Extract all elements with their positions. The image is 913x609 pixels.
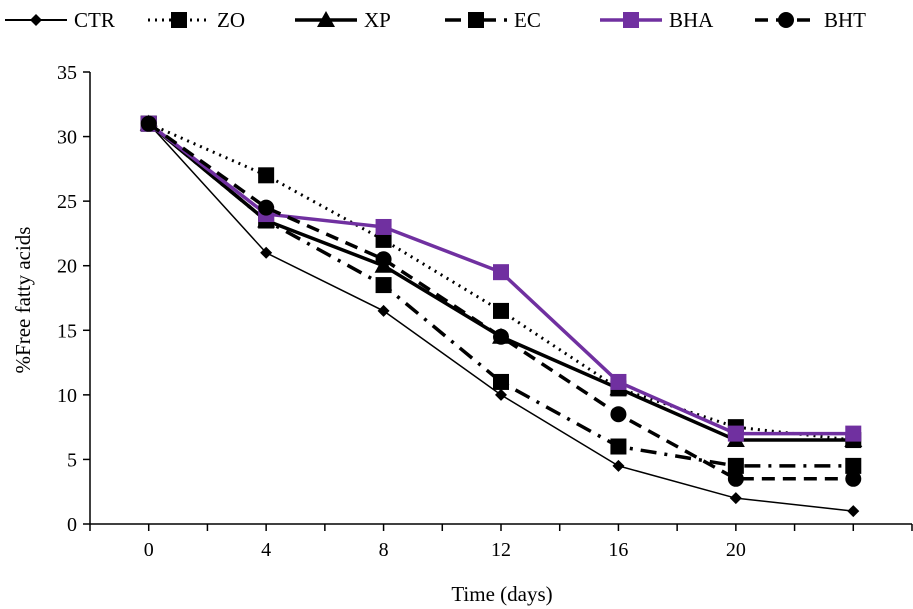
y-tick-label: 5 xyxy=(67,449,77,471)
legend-marker-zo xyxy=(171,12,187,28)
x-tick-label: 0 xyxy=(144,539,154,561)
data-point-ctr xyxy=(847,505,859,517)
y-axis-title: %Free fatty acids xyxy=(11,227,35,374)
legend-label-xp: XP xyxy=(364,8,391,32)
x-tick-label: 12 xyxy=(491,539,511,561)
y-tick-label: 15 xyxy=(57,320,77,342)
data-point-bha xyxy=(610,374,626,390)
data-point-bha xyxy=(376,219,392,235)
legend-item-bha: BHA xyxy=(600,8,714,32)
data-point-ctr xyxy=(730,492,742,504)
data-point-bha xyxy=(845,426,861,442)
data-point-ctr xyxy=(495,389,507,401)
data-point-bht xyxy=(610,406,626,422)
data-point-ec xyxy=(493,374,509,390)
series-bht xyxy=(141,116,862,487)
data-point-bha xyxy=(493,264,509,280)
legend-label-bha: BHA xyxy=(669,8,714,32)
legend-marker-ctr xyxy=(30,14,42,26)
y-tick-label: 20 xyxy=(57,256,77,278)
data-point-bha xyxy=(728,426,744,442)
legend-marker-ec xyxy=(468,12,484,28)
x-tick-label: 20 xyxy=(726,539,746,561)
data-point-bht xyxy=(376,251,392,267)
legend-marker-bha xyxy=(623,12,639,28)
y-tick-label: 0 xyxy=(67,514,77,536)
data-point-ctr xyxy=(378,305,390,317)
data-point-ec xyxy=(610,439,626,455)
legend-label-zo: ZO xyxy=(217,8,245,32)
legend-label-bht: BHT xyxy=(824,8,866,32)
legend-label-ec: EC xyxy=(514,8,541,32)
legend-item-ec: EC xyxy=(445,8,541,32)
y-tick-label: 10 xyxy=(57,385,77,407)
y-tick-label: 30 xyxy=(57,127,77,149)
data-point-bht xyxy=(258,200,274,216)
series-ec xyxy=(141,116,862,474)
y-tick-label: 35 xyxy=(57,62,77,84)
legend-label-ctr: CTR xyxy=(74,8,115,32)
x-axis-title: Time (days) xyxy=(451,582,552,606)
legend-item-bht: BHT xyxy=(755,8,866,32)
legend: CTR ZO XP EC BHA BHT xyxy=(5,8,866,32)
y-tick-label: 25 xyxy=(57,191,77,213)
data-point-bht xyxy=(141,116,157,132)
legend-item-xp: XP xyxy=(295,8,391,32)
series-line-ec xyxy=(149,124,854,466)
data-point-zo xyxy=(258,167,274,183)
data-point-bht xyxy=(728,471,744,487)
data-point-ctr xyxy=(612,460,624,472)
series-line-bht xyxy=(149,124,854,479)
legend-item-ctr: CTR xyxy=(5,8,115,32)
legend-item-zo: ZO xyxy=(148,8,245,32)
x-tick-label: 8 xyxy=(379,539,389,561)
data-point-ec xyxy=(376,277,392,293)
series-layer xyxy=(140,115,863,517)
data-point-bht xyxy=(845,471,861,487)
x-tick-label: 16 xyxy=(608,539,628,561)
axes: 0 5 10 15 20 25 30 35 0 4 8 12 16 20 xyxy=(57,62,912,561)
x-tick-label: 4 xyxy=(261,539,271,561)
data-point-zo xyxy=(493,303,509,319)
legend-marker-bht xyxy=(778,12,794,28)
data-point-bht xyxy=(493,329,509,345)
